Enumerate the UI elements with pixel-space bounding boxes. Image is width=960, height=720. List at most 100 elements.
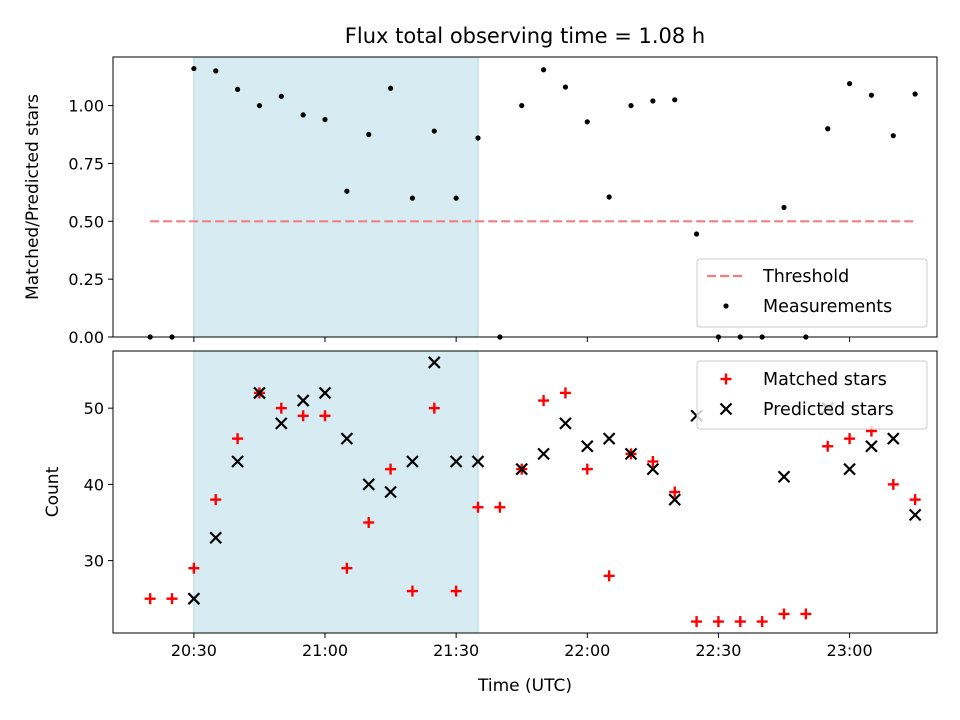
measurement-point — [890, 133, 896, 139]
measurement-point — [825, 126, 831, 132]
count-y-ticks: 30 40 50 — [84, 399, 113, 571]
legend-predicted-marker-b — [719, 402, 733, 416]
predicted-star-point — [887, 432, 900, 445]
predicted-star-point — [646, 462, 660, 476]
legend-measurements-swatch — [723, 303, 729, 309]
matched-star-point — [756, 616, 768, 628]
predicted-star-point-b — [515, 462, 528, 476]
measurement-point — [191, 65, 197, 72]
predicted-star-point — [318, 386, 332, 400]
predicted-star-point — [471, 455, 485, 468]
matched-star-point — [887, 478, 899, 490]
y-tick-label: 1.00 — [68, 97, 104, 116]
matched-star-point — [909, 494, 921, 506]
predicted-star-point-b — [384, 485, 397, 499]
predicted-star-point — [624, 447, 638, 461]
x-tick-label: 23:00 — [827, 641, 873, 660]
measurement-point — [278, 93, 284, 99]
predicted-star-point-b — [187, 592, 201, 605]
measurement-point — [584, 119, 590, 125]
predicted-star-point — [187, 592, 201, 605]
matched-star-point — [210, 494, 222, 506]
predicted-star-point — [865, 439, 878, 453]
count-x-ticks: 20:30 21:00 21:30 22:00 22:30 23:00 — [171, 633, 873, 660]
predicted-star-point-b — [646, 462, 660, 476]
predicted-star-point-b — [253, 386, 266, 400]
x-tick-label: 22:00 — [564, 641, 610, 660]
measurement-point — [846, 81, 853, 87]
measurement-point — [912, 91, 918, 97]
legend-matched-swatch — [720, 373, 732, 385]
x-tick-label: 21:00 — [302, 641, 348, 660]
matched-star-point — [822, 440, 834, 452]
measurement-point — [650, 98, 656, 104]
matched-star-point — [734, 616, 746, 628]
predicted-star-point-b — [843, 462, 856, 476]
matched-star-point — [166, 593, 178, 605]
matched-star-point — [691, 616, 703, 628]
legend-matched-marker — [720, 373, 732, 385]
matched-star-point — [188, 562, 200, 574]
measurement-point — [387, 85, 394, 91]
y-tick-label: 50 — [84, 399, 104, 418]
legend-predicted-marker — [719, 402, 733, 416]
predicted-star-point-b — [428, 356, 441, 369]
y-tick-label: 40 — [84, 475, 104, 494]
x-tick-label: 20:30 — [171, 641, 217, 660]
predicted-star-point — [406, 455, 419, 468]
matched-star-point — [669, 486, 681, 498]
measurement-point — [234, 86, 241, 92]
x-axis-label: Time (UTC) — [477, 676, 572, 696]
matched-star-point — [559, 387, 571, 399]
predicted-star-point — [253, 386, 266, 400]
predicted-star-point-b — [908, 508, 922, 522]
predicted-star-point — [296, 394, 310, 407]
ratio-y-axis-label: Matched/Predicted stars — [23, 94, 43, 300]
matched-star-point — [800, 608, 812, 620]
matched-star-point — [472, 501, 484, 513]
y-tick-label: 0.25 — [68, 270, 104, 289]
legend-matched-label: Matched stars — [763, 370, 887, 390]
matched-star-point — [144, 593, 156, 605]
matched-star-point — [581, 463, 593, 475]
legend-measurements-label: Measurements — [763, 297, 892, 317]
matched-star-point — [538, 395, 550, 407]
measurement-point — [256, 102, 263, 109]
predicted-star-point-b — [668, 493, 681, 506]
predicted-star-point-b — [296, 394, 310, 407]
measurement-point — [519, 102, 525, 109]
predicted-star-point — [428, 356, 441, 369]
matched-star-point — [778, 608, 790, 620]
predicted-star-point — [449, 455, 463, 468]
predicted-star-point — [668, 493, 681, 506]
measurement-point — [628, 102, 634, 109]
measurement-point — [300, 112, 306, 118]
ratio-y-ticks: 0.00 0.25 0.50 0.75 1.00 — [68, 97, 113, 347]
predicted-star-point-b — [559, 417, 572, 430]
ratio-marks — [147, 65, 918, 340]
predicted-star-point-b — [406, 455, 419, 468]
ratio-legend: Threshold Measurements — [696, 258, 928, 328]
count-legend-box — [696, 360, 928, 430]
predicted-star-point — [843, 462, 856, 476]
predicted-star-point — [908, 508, 922, 522]
measurement-point — [562, 84, 569, 90]
predicted-star-point — [581, 439, 594, 453]
matched-star-point — [232, 433, 244, 445]
count-legend: Matched stars Predicted stars — [696, 360, 928, 430]
y-tick-label: 0.75 — [68, 154, 104, 173]
count-panel-frame — [112, 350, 938, 634]
legend-predicted-swatch — [719, 402, 733, 416]
ratio-x-ticks — [193, 337, 851, 342]
predicted-star-point — [559, 417, 572, 430]
matched-star-point — [494, 501, 506, 513]
predicted-star-point-b — [275, 417, 288, 430]
predicted-star-point-b — [581, 439, 594, 453]
predicted-star-point-b — [209, 531, 223, 545]
predicted-star-point — [362, 478, 376, 491]
y-tick-label: 30 — [84, 552, 104, 571]
measurement-point — [366, 131, 372, 138]
measurement-point — [672, 97, 678, 103]
measurement-point — [322, 116, 328, 123]
matched-star-point — [406, 585, 418, 597]
